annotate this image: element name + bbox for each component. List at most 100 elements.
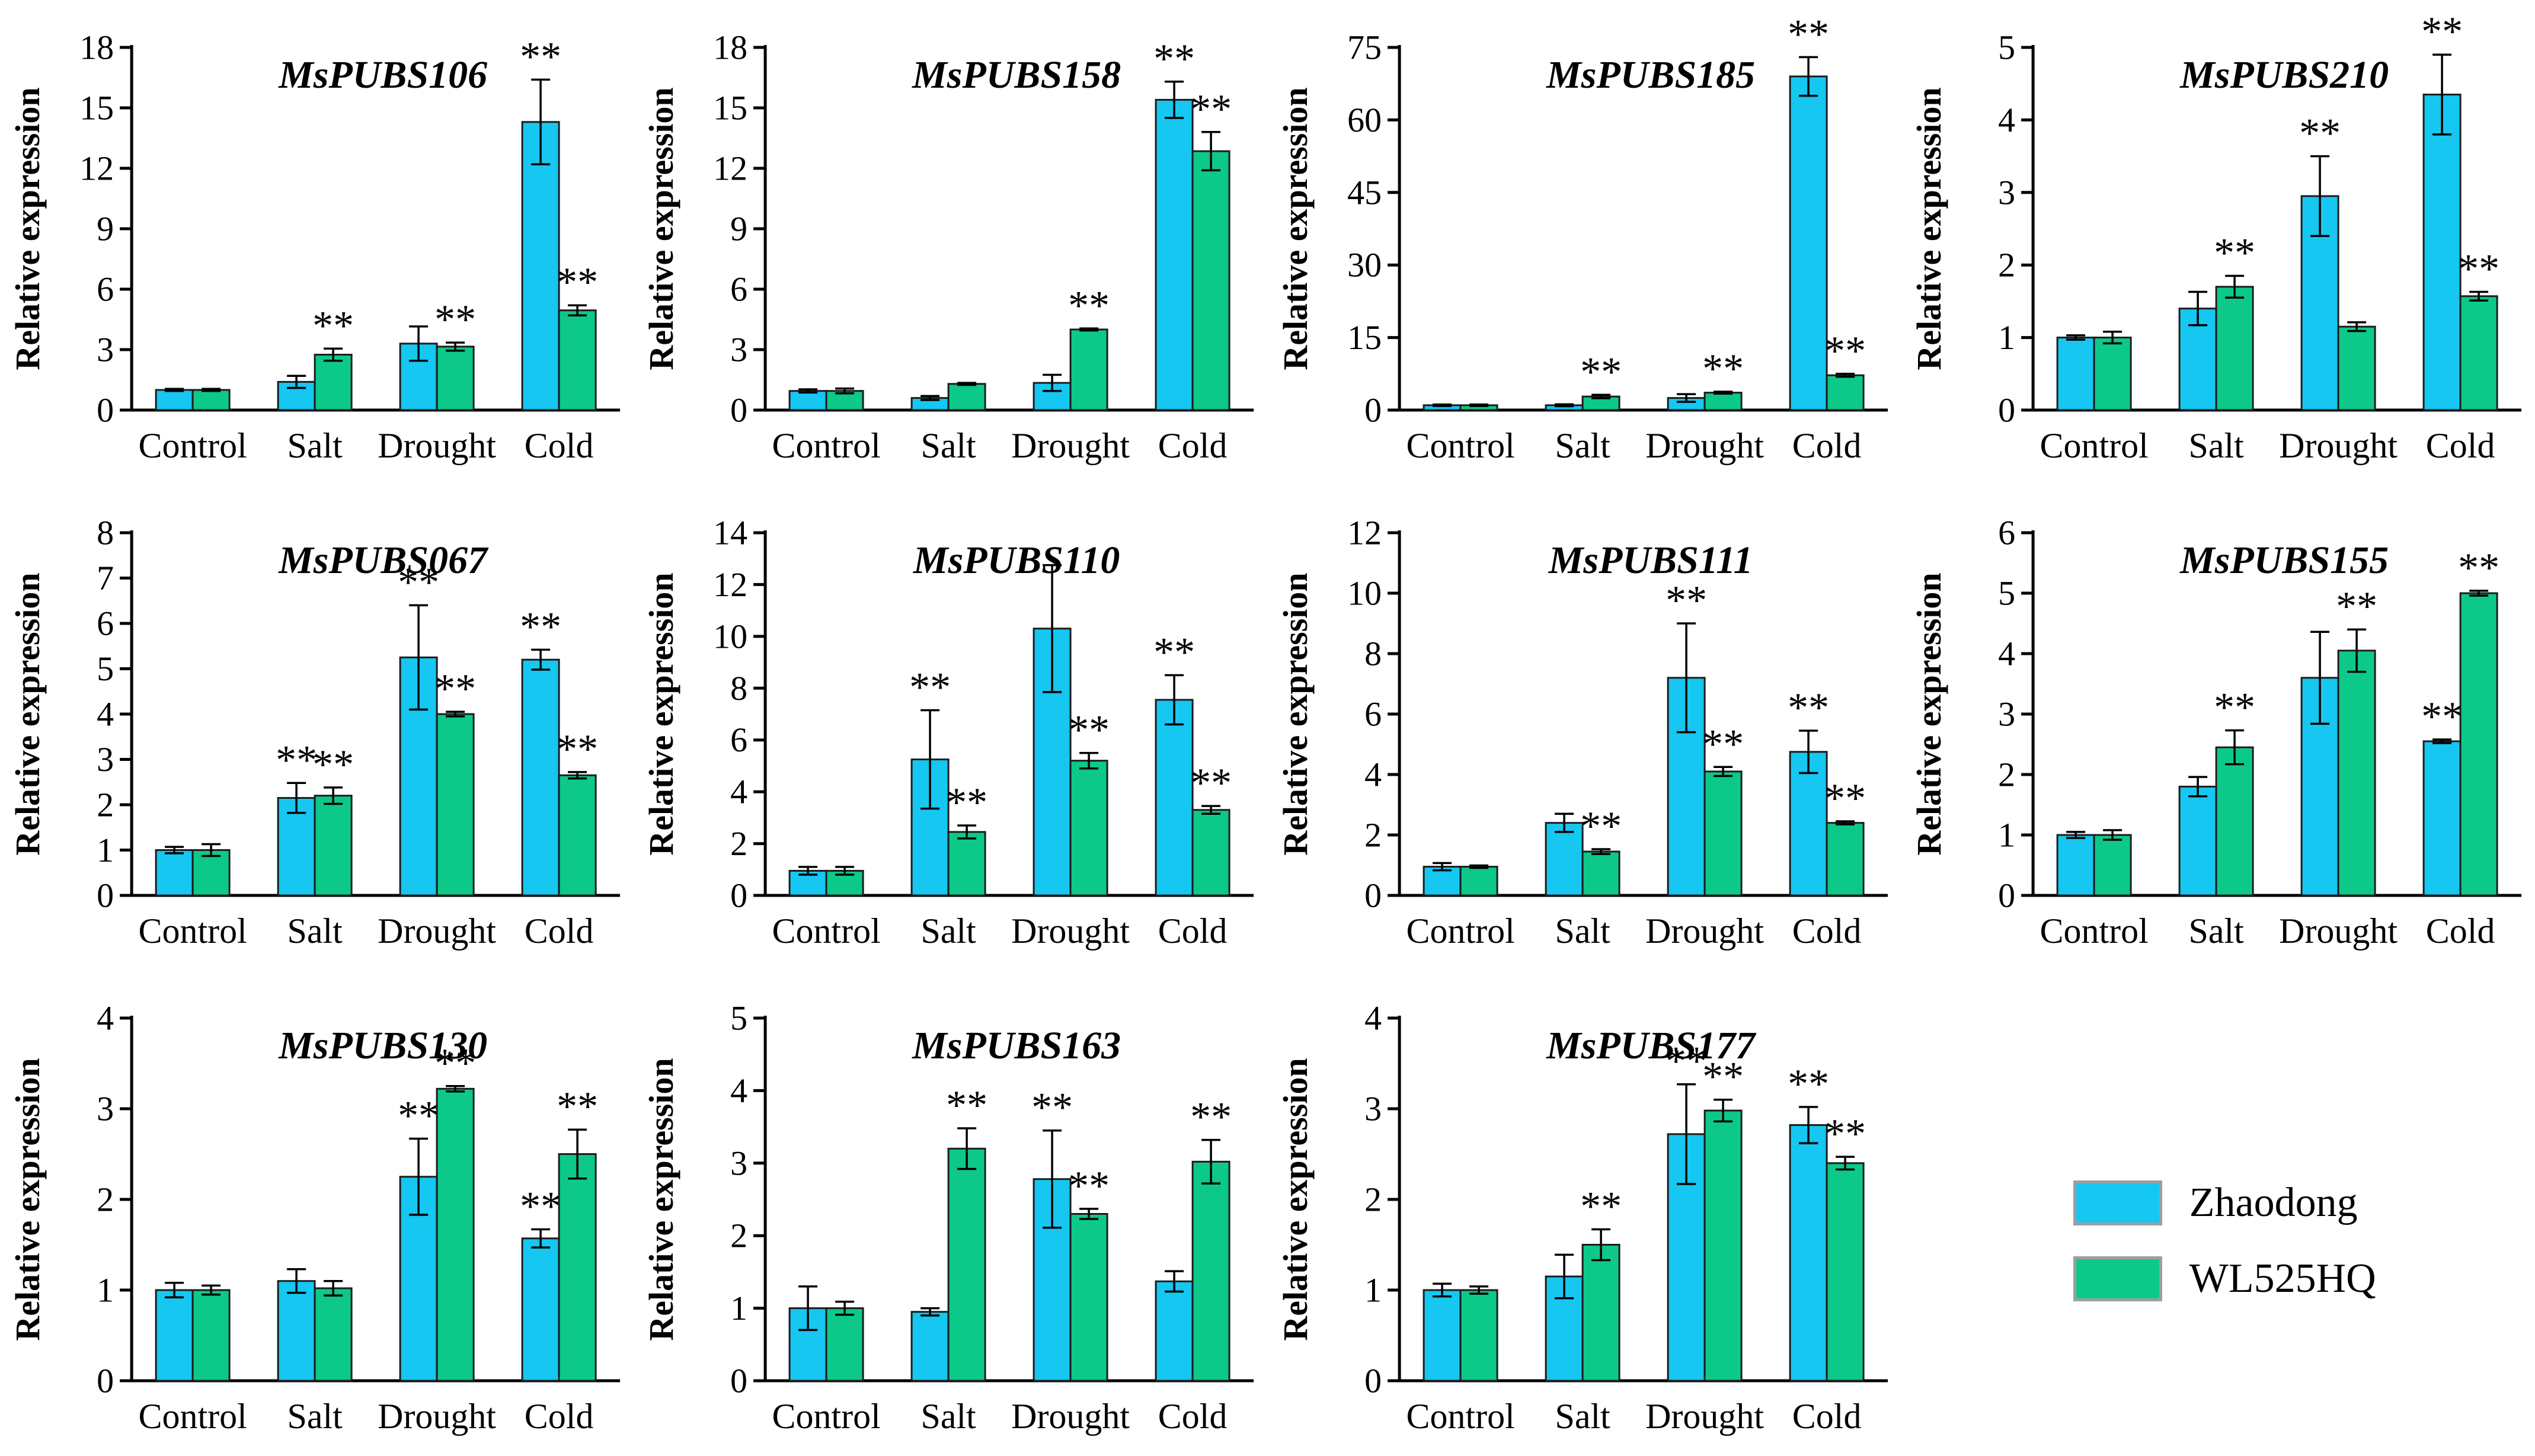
bar-wl525hq-drought (1069, 328, 1108, 411)
y-tick-label: 7 (97, 559, 114, 597)
bar-wl525hq-cold (1826, 374, 1865, 411)
y-tick-label: 9 (97, 210, 114, 248)
significance-stars: ** (1068, 1163, 1110, 1209)
y-tick-label: 1 (1998, 816, 2015, 855)
y-axis-title: Relative expression (1910, 572, 1948, 855)
y-tick-label: 60 (1347, 101, 1382, 139)
significance-stars: ** (1580, 349, 1622, 395)
panel-mspubs163: 0 1 2 3 4 5 Relative expression MsPUBS163 Contro… (634, 971, 1267, 1456)
panel-mspubs130: 0 1 2 3 4 Relative expression MsPUBS130 Control… (0, 971, 634, 1456)
y-axis-title: Relative expression (1276, 1058, 1315, 1340)
significance-stars: ** (2421, 9, 2463, 55)
x-tick-label: Drought (2279, 911, 2397, 951)
y-tick-label: 0 (730, 1362, 747, 1400)
bar-wl525hq-cold (1191, 150, 1230, 411)
x-tick-label: Salt (921, 426, 977, 465)
significance-stars: ** (1666, 578, 1707, 623)
significance-stars: ** (312, 742, 354, 788)
bar-wl525hq-control (191, 389, 231, 411)
y-tick-label: 4 (1998, 101, 2015, 139)
x-tick-label: Drought (1011, 1397, 1130, 1436)
bar-wl525hq-drought (436, 713, 475, 897)
significance-stars: ** (1824, 328, 1866, 374)
x-tick-label: Control (2039, 426, 2148, 465)
y-tick-label: 3 (730, 331, 747, 369)
legend-box: Zhaodong WL525HQ (2073, 1179, 2376, 1303)
y-tick-label: 30 (1347, 246, 1382, 284)
significance-stars: ** (2336, 584, 2377, 629)
legend-label-wl525hq: WL525HQ (2189, 1256, 2376, 1301)
x-tick-label: Control (1406, 1397, 1514, 1436)
bar-zhaodong-cold (1155, 699, 1194, 897)
significance-stars: ** (2458, 246, 2499, 292)
panel-title: MsPUBS163 (912, 1024, 1121, 1067)
bar-wl525hq-drought (1703, 392, 1743, 411)
y-axis-title: Relative expression (8, 572, 47, 855)
x-tick-label: Salt (921, 1397, 977, 1436)
panel-mspubs177: 0 1 2 3 4 Relative expression MsPUBS177 Control… (1268, 971, 1901, 1456)
significance-stars: ** (1580, 1183, 1622, 1229)
x-tick-label: Control (138, 1397, 247, 1436)
x-tick-label: Drought (1011, 911, 1130, 951)
bar-wl525hq-control (1459, 1289, 1498, 1382)
panel-mspubs110: 0 2 4 6 8 10 12 14 Relative expression MsPUBS110 C… (634, 485, 1267, 971)
bar-wl525hq-drought (436, 345, 475, 411)
chart-mspubs110: 0 2 4 6 8 10 12 14 Relative expression MsPUBS110 C… (642, 514, 1254, 951)
panel-mspubs155: 0 1 2 3 4 5 6 Relative expression MsPUBS155 Contr… (1901, 485, 2535, 971)
bar-wl525hq-cold (2459, 592, 2498, 897)
y-tick-label: 6 (97, 270, 114, 309)
y-tick-label: 12 (1347, 514, 1382, 552)
y-tick-label: 6 (1998, 514, 2015, 552)
y-tick-label: 15 (1347, 318, 1382, 357)
y-tick-label: 3 (97, 740, 114, 779)
y-tick-label: 18 (713, 28, 747, 67)
x-tick-label: Control (772, 426, 881, 465)
y-tick-label: 8 (1364, 635, 1382, 673)
x-tick-label: Control (1406, 426, 1514, 465)
bar-zhaodong-cold (521, 121, 560, 411)
bar-wl525hq-salt (2215, 746, 2254, 897)
x-tick-label: Drought (2279, 426, 2397, 465)
significance-stars: ** (434, 297, 476, 343)
bar-zhaodong-control (2056, 834, 2095, 897)
y-tick-label: 2 (730, 1217, 747, 1255)
chart-mspubs106: 0 3 6 9 12 15 18 Relative expression MsPUBS106 Co… (8, 28, 621, 465)
x-tick-label: Control (772, 1397, 881, 1436)
significance-stars: ** (557, 727, 598, 772)
legend-swatch-wl525hq (2073, 1256, 2162, 1301)
bar-wl525hq-control (191, 1289, 231, 1382)
y-axis-title: Relative expression (8, 87, 47, 370)
panel-title: MsPUBS111 (1548, 539, 1753, 582)
bar-wl525hq-drought (1703, 770, 1743, 897)
bar-wl525hq-control (2093, 337, 2132, 411)
panel-title: MsPUBS106 (278, 53, 487, 97)
x-tick-label: Drought (378, 911, 496, 951)
panel-title: MsPUBS067 (278, 539, 489, 582)
y-tick-label: 3 (1364, 1090, 1382, 1128)
bar-zhaodong-drought (399, 1176, 438, 1382)
y-tick-label: 15 (79, 89, 114, 127)
panel-title: MsPUBS210 (2179, 53, 2389, 97)
bar-wl525hq-salt (947, 1147, 986, 1382)
y-tick-label: 0 (730, 391, 747, 430)
bar-zhaodong-control (155, 389, 194, 411)
bar-zhaodong-control (155, 849, 194, 897)
y-tick-label: 1 (730, 1289, 747, 1327)
significance-stars: ** (276, 737, 317, 783)
x-tick-label: Control (138, 426, 247, 465)
y-tick-label: 1 (1364, 1271, 1382, 1310)
y-tick-label: 4 (1364, 756, 1382, 794)
panel-title: MsPUBS130 (278, 1024, 487, 1067)
bar-wl525hq-salt (2215, 286, 2254, 411)
x-tick-label: Salt (1555, 426, 1610, 465)
y-tick-label: 0 (730, 876, 747, 915)
bar-wl525hq-cold (1191, 1160, 1230, 1382)
x-tick-label: Salt (2188, 426, 2244, 465)
significance-stars: ** (1031, 1085, 1073, 1131)
bar-wl525hq-control (1459, 866, 1498, 897)
x-tick-label: Salt (921, 911, 977, 951)
significance-stars: ** (1666, 1039, 1707, 1084)
y-tick-label: 4 (97, 999, 114, 1038)
bar-wl525hq-drought (2337, 649, 2376, 897)
y-tick-label: 0 (1998, 391, 2015, 430)
